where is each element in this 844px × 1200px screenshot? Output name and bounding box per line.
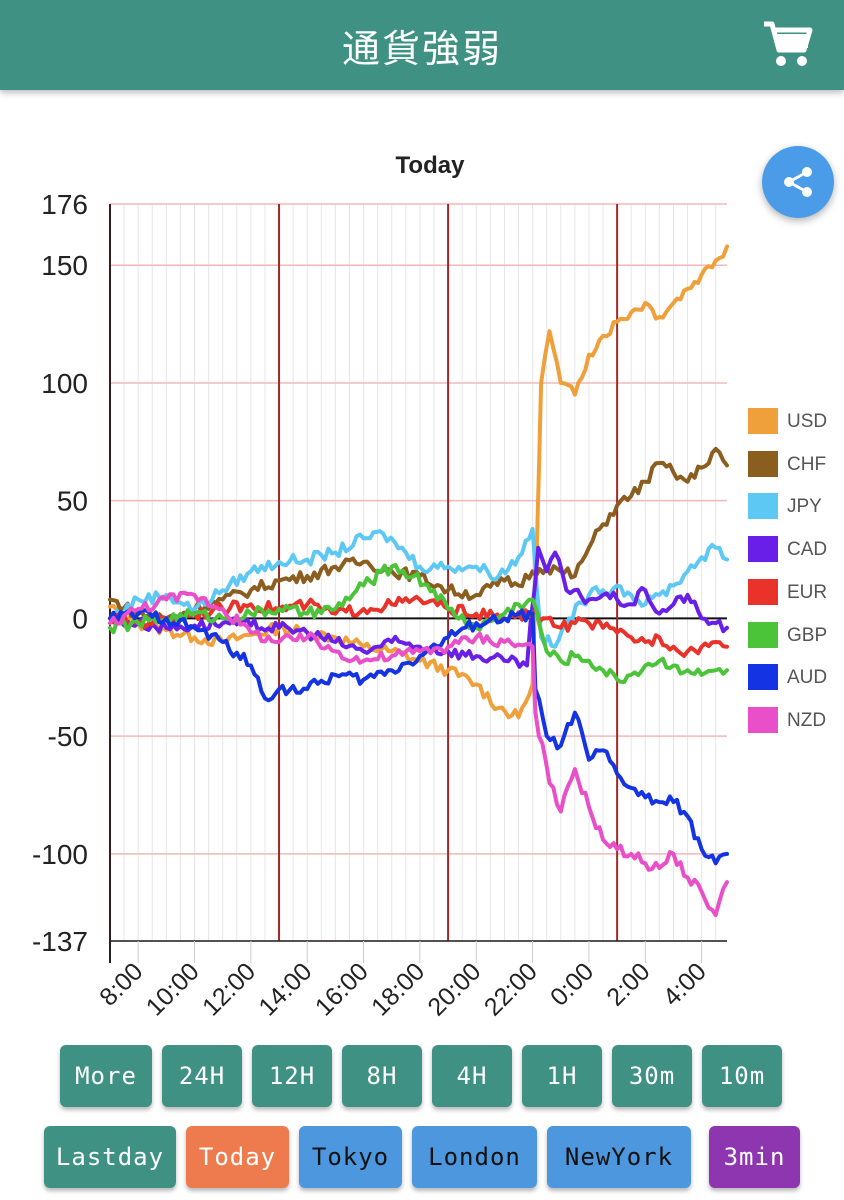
- x-tick-label: 22:00: [479, 957, 543, 1021]
- x-tick-label: 10:00: [141, 957, 205, 1021]
- series-line-chf: [108, 446, 729, 621]
- app-header: 通貨強弱: [0, 0, 844, 90]
- y-tick-label: 176: [41, 189, 88, 220]
- y-tick-label: 0: [72, 603, 88, 634]
- x-tick-label: 0:00: [545, 957, 599, 1011]
- legend-item-gbp: GBP: [748, 621, 844, 650]
- range-12h-button[interactable]: 12H: [252, 1045, 332, 1107]
- y-tick-label: -137: [32, 926, 88, 957]
- range-4h-button[interactable]: 4H: [432, 1045, 512, 1107]
- y-tick-label: 100: [41, 368, 88, 399]
- x-tick-label: 18:00: [366, 957, 430, 1021]
- x-tick-label: 20:00: [422, 957, 486, 1021]
- share-icon: [784, 167, 812, 197]
- chart-title: Today: [396, 152, 466, 179]
- session-lastday-button[interactable]: Lastday: [44, 1126, 176, 1188]
- legend-swatch: [748, 621, 778, 648]
- legend-label: JPY: [787, 496, 822, 518]
- legend-swatch: [748, 408, 778, 434]
- legend-item-cad: CAD: [748, 536, 844, 564]
- legend-swatch: [748, 578, 778, 605]
- legend-item-usd: USD: [748, 408, 844, 436]
- legend-item-jpy: JPY: [748, 493, 844, 521]
- range-30m-button[interactable]: 30m: [612, 1045, 692, 1107]
- range-10m-button[interactable]: 10m: [702, 1045, 782, 1107]
- series-line-usd: [108, 244, 729, 720]
- range-more-button[interactable]: More: [60, 1045, 152, 1107]
- series-line-aud: [108, 608, 729, 866]
- y-tick-label: -100: [32, 839, 88, 870]
- x-tick-label: 12:00: [197, 957, 261, 1021]
- series-line-gbp: [108, 563, 729, 684]
- y-tick-label: -50: [48, 721, 88, 752]
- cart-icon[interactable]: [762, 20, 814, 70]
- legend-label: NZD: [787, 709, 827, 731]
- legend-item-aud: AUD: [748, 664, 844, 692]
- range-1h-button[interactable]: 1H: [522, 1045, 602, 1107]
- legend-label: USD: [787, 411, 828, 432]
- x-tick-label: 8:00: [94, 957, 148, 1011]
- legend-label: GBP: [787, 624, 828, 646]
- session-london-button[interactable]: London: [412, 1126, 537, 1188]
- legend-item-eur: EUR: [748, 578, 844, 607]
- x-tick-label: 2:00: [601, 957, 655, 1011]
- session-today-button[interactable]: Today: [186, 1126, 289, 1188]
- legend-item-nzd: NZD: [748, 706, 844, 735]
- legend-label: EUR: [787, 581, 828, 603]
- legend-swatch: [748, 706, 778, 733]
- series-line-eur: [108, 594, 729, 658]
- legend-label: CAD: [787, 539, 828, 561]
- legend-swatch: [748, 536, 778, 563]
- session-3min-button[interactable]: 3min: [709, 1126, 800, 1188]
- x-tick-label: 14:00: [253, 957, 317, 1021]
- legend-swatch: [748, 664, 778, 691]
- session-tokyo-button[interactable]: Tokyo: [299, 1126, 402, 1188]
- currency-strength-chart: Today 176 150 100 50 0 -50 -100 -1378:0010:0012:…: [32, 152, 729, 1021]
- legend-swatch: [748, 493, 778, 520]
- legend-label: CHF: [787, 453, 827, 475]
- range-8h-button[interactable]: 8H: [342, 1045, 422, 1107]
- app-title: 通貨強弱: [341, 27, 502, 71]
- y-tick-label: 50: [57, 486, 88, 517]
- y-tick-label: 150: [41, 250, 88, 281]
- session-newyork-button[interactable]: NewYork: [547, 1126, 691, 1188]
- range-24h-button[interactable]: 24H: [162, 1045, 242, 1107]
- x-tick-label: 4:00: [658, 957, 712, 1011]
- legend-label: AUD: [787, 667, 828, 689]
- legend-item-chf: CHF: [748, 450, 844, 479]
- series-line-nzd: [108, 590, 729, 918]
- x-tick-label: 16:00: [310, 957, 374, 1021]
- share-button[interactable]: [762, 146, 834, 218]
- series-line-jpy: [108, 526, 729, 649]
- legend-swatch: [748, 450, 778, 477]
